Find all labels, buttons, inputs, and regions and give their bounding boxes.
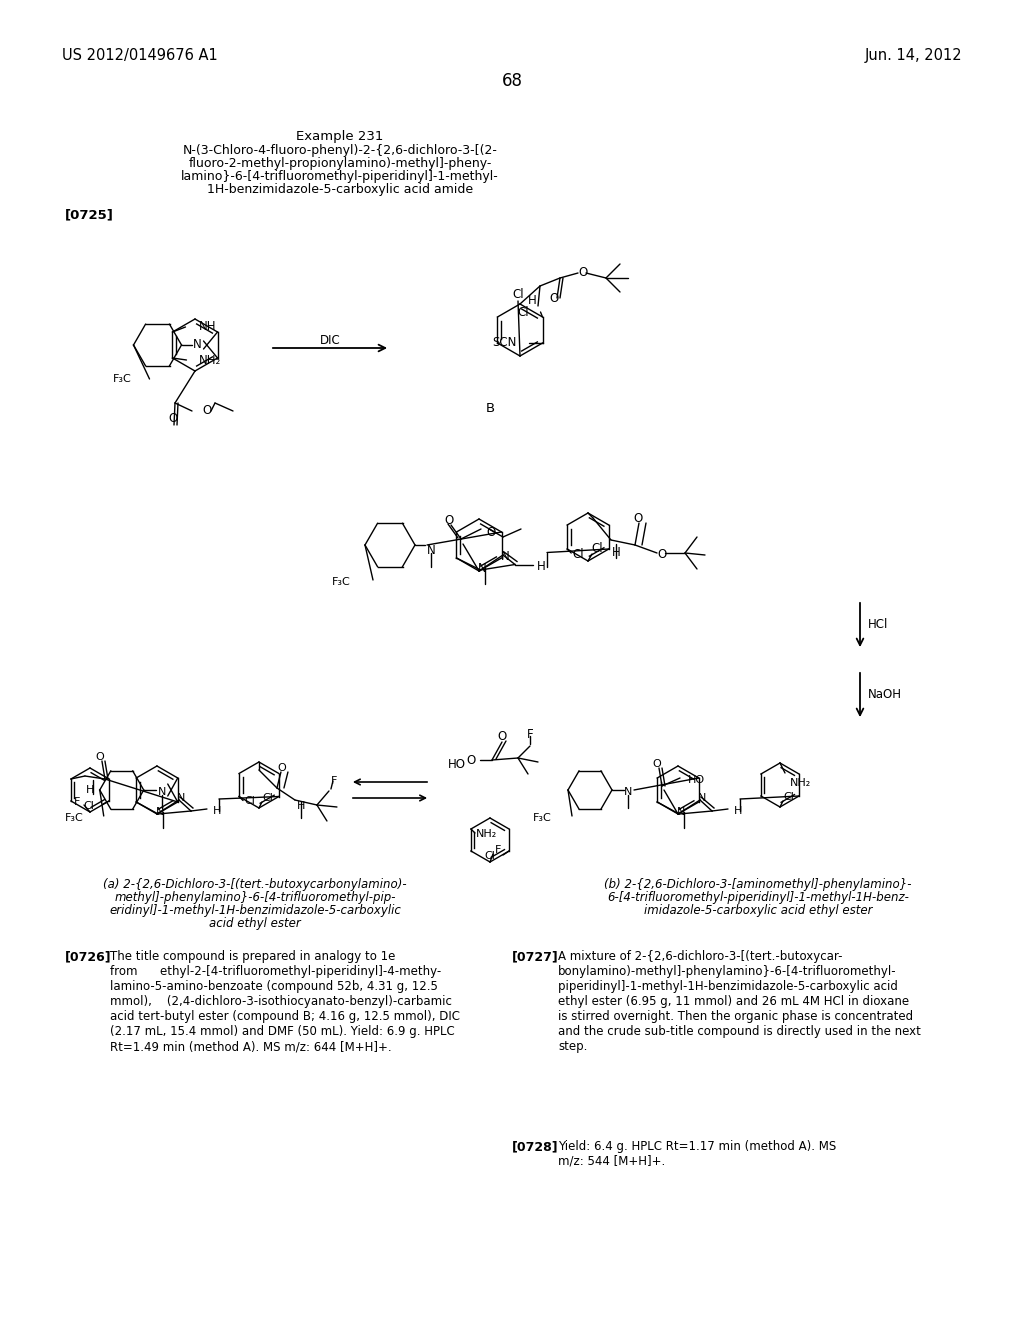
Text: F₃C: F₃C: [332, 577, 351, 587]
Text: O: O: [657, 549, 667, 561]
Text: F: F: [495, 845, 502, 855]
Text: H: H: [86, 785, 94, 795]
Text: Example 231: Example 231: [296, 129, 384, 143]
Text: Cl: Cl: [591, 543, 603, 556]
Text: N: N: [478, 561, 486, 574]
Text: 6-[4-trifluoromethyl-piperidinyl]-1-methyl-1H-benz-: 6-[4-trifluoromethyl-piperidinyl]-1-meth…: [607, 891, 909, 904]
Text: H: H: [537, 560, 546, 573]
Text: Yield: 6.4 g. HPLC Rt=1.17 min (method A). MS
m/z: 544 [M+H]+.: Yield: 6.4 g. HPLC Rt=1.17 min (method A…: [558, 1140, 837, 1168]
Text: DIC: DIC: [319, 334, 340, 346]
Text: Cl: Cl: [262, 793, 272, 803]
Text: imidazole-5-carboxylic acid ethyl ester: imidazole-5-carboxylic acid ethyl ester: [644, 904, 872, 917]
Text: [0725]: [0725]: [65, 209, 114, 220]
Text: SCN: SCN: [493, 337, 516, 350]
Text: HO: HO: [449, 759, 466, 771]
Text: N: N: [697, 793, 707, 803]
Text: F: F: [74, 797, 80, 807]
Text: F₃C: F₃C: [65, 813, 84, 822]
Text: Cl: Cl: [244, 796, 255, 807]
Text: (b) 2-{2,6-Dichloro-3-[aminomethyl]-phenylamino}-: (b) 2-{2,6-Dichloro-3-[aminomethyl]-phen…: [604, 878, 911, 891]
Text: NH₂: NH₂: [199, 354, 221, 367]
Text: NH₂: NH₂: [790, 777, 811, 788]
Text: acid ethyl ester: acid ethyl ester: [209, 917, 301, 931]
Text: NH: NH: [199, 321, 216, 334]
Text: N: N: [158, 787, 166, 797]
Text: HCl: HCl: [868, 619, 889, 631]
Text: O: O: [579, 267, 588, 280]
Text: N-(3-Chloro-4-fluoro-phenyl)-2-{2,6-dichloro-3-[(2-: N-(3-Chloro-4-fluoro-phenyl)-2-{2,6-dich…: [182, 144, 498, 157]
Text: B: B: [485, 401, 495, 414]
Text: 1H-benzimidazole-5-carboxylic acid amide: 1H-benzimidazole-5-carboxylic acid amide: [207, 183, 473, 195]
Text: H: H: [734, 807, 742, 816]
Text: H: H: [213, 807, 221, 816]
Text: F₃C: F₃C: [113, 374, 131, 384]
Text: The title compound is prepared in analogy to 1e
from      ethyl-2-[4-trifluorome: The title compound is prepared in analog…: [110, 950, 460, 1053]
Text: lamino}-6-[4-trifluoromethyl-piperidinyl]-1-methyl-: lamino}-6-[4-trifluoromethyl-piperidinyl…: [181, 170, 499, 183]
Text: O: O: [95, 752, 104, 762]
Text: H: H: [611, 545, 621, 558]
Text: O: O: [634, 512, 643, 525]
Text: N: N: [677, 807, 685, 817]
Text: N: N: [427, 544, 435, 557]
Text: O: O: [498, 730, 507, 742]
Text: N: N: [624, 787, 632, 797]
Text: O: O: [549, 292, 559, 305]
Text: N: N: [177, 793, 185, 803]
Text: Jun. 14, 2012: Jun. 14, 2012: [864, 48, 962, 63]
Text: NH₂: NH₂: [476, 829, 498, 840]
Text: F: F: [331, 776, 337, 785]
Text: Cl: Cl: [484, 851, 495, 861]
Text: Cl: Cl: [783, 792, 794, 803]
Text: [0727]: [0727]: [512, 950, 559, 964]
Text: O: O: [278, 763, 287, 774]
Text: 68: 68: [502, 73, 522, 90]
Text: O: O: [203, 404, 212, 417]
Text: HO: HO: [688, 775, 706, 785]
Text: Cl: Cl: [83, 801, 94, 810]
Text: O: O: [486, 525, 496, 539]
Text: N: N: [194, 338, 202, 351]
Text: Cl: Cl: [572, 548, 584, 561]
Text: methyl]-phenylamino}-6-[4-trifluoromethyl-pip-: methyl]-phenylamino}-6-[4-trifluoromethy…: [115, 891, 395, 904]
Text: O: O: [444, 515, 454, 528]
Text: H: H: [297, 801, 305, 810]
Text: N: N: [501, 550, 509, 564]
Text: eridinyl]-1-methyl-1H-benzimidazole-5-carboxylic: eridinyl]-1-methyl-1H-benzimidazole-5-ca…: [110, 904, 401, 917]
Text: O: O: [467, 754, 476, 767]
Text: fluoro-2-methyl-propionylamino)-methyl]-pheny-: fluoro-2-methyl-propionylamino)-methyl]-…: [188, 157, 492, 170]
Text: NaOH: NaOH: [868, 689, 902, 701]
Text: Cl: Cl: [517, 305, 528, 318]
Text: A mixture of 2-{2,6-dichloro-3-[(tert.-butoxycar-
bonylamino)-methyl]-phenylamin: A mixture of 2-{2,6-dichloro-3-[(tert.-b…: [558, 950, 921, 1053]
Text: H: H: [527, 293, 537, 306]
Text: O: O: [652, 759, 662, 770]
Text: [0728]: [0728]: [512, 1140, 559, 1152]
Text: Cl: Cl: [512, 288, 524, 301]
Text: O: O: [168, 412, 177, 425]
Text: (a) 2-{2,6-Dichloro-3-[(tert.-butoxycarbonylamino)-: (a) 2-{2,6-Dichloro-3-[(tert.-butoxycarb…: [103, 878, 407, 891]
Text: F: F: [526, 727, 534, 741]
Text: [0726]: [0726]: [65, 950, 112, 964]
Text: US 2012/0149676 A1: US 2012/0149676 A1: [62, 48, 218, 63]
Text: N: N: [156, 807, 164, 817]
Text: F₃C: F₃C: [534, 813, 552, 822]
